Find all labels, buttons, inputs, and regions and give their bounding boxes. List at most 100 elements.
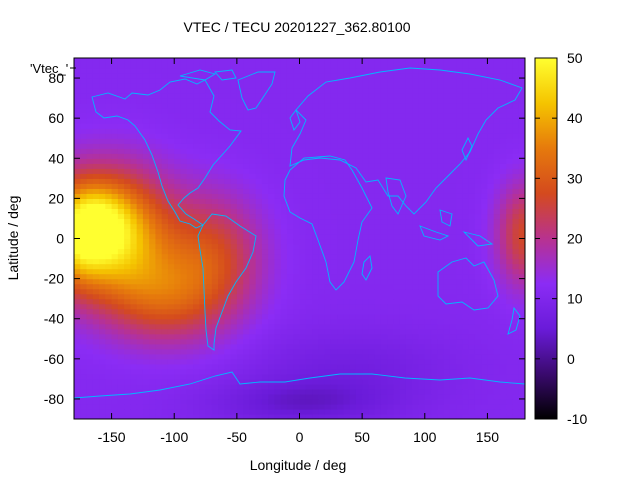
heatmap-cell (443, 328, 451, 335)
heatmap-cell (80, 268, 88, 275)
heatmap-cell (280, 363, 288, 370)
heatmap-cell (268, 73, 276, 79)
heatmap-cell (136, 243, 144, 250)
heatmap-cell (437, 108, 445, 114)
heatmap-cell (380, 173, 388, 179)
heatmap-cell (393, 413, 401, 419)
heatmap-cell (506, 333, 514, 340)
heatmap-cell (180, 268, 188, 275)
heatmap-cell (105, 143, 113, 149)
heatmap-cell (199, 168, 207, 174)
heatmap-cell (117, 313, 125, 320)
heatmap-cell (80, 378, 88, 385)
heatmap-cell (337, 73, 344, 79)
heatmap-cell (243, 373, 250, 380)
heatmap-cell (518, 378, 525, 385)
heatmap-cell (512, 383, 520, 390)
heatmap-cell (161, 293, 169, 300)
heatmap-cell (418, 318, 426, 325)
heatmap-cell (337, 373, 344, 380)
heatmap-cell (462, 218, 470, 225)
heatmap-cell (211, 123, 219, 129)
heatmap-cell (343, 193, 351, 199)
heatmap-cell (468, 148, 476, 154)
heatmap-cell (218, 388, 225, 395)
heatmap-cell (199, 163, 207, 169)
heatmap-cell (380, 298, 388, 305)
heatmap-cell (86, 308, 94, 315)
heatmap-cell (74, 128, 81, 134)
heatmap-cell (330, 338, 338, 345)
heatmap-cell (111, 78, 119, 84)
heatmap-cell (105, 163, 113, 169)
heatmap-cell (117, 383, 125, 390)
heatmap-cell (481, 388, 489, 395)
heatmap-cell (224, 313, 232, 320)
heatmap-cell (180, 283, 188, 290)
heatmap-cell (299, 283, 307, 290)
heatmap-cell (136, 258, 144, 265)
heatmap-cell (368, 368, 376, 375)
heatmap-cell (193, 243, 200, 250)
heatmap-cell (456, 163, 463, 169)
heatmap-cell (74, 88, 81, 94)
heatmap-cell (305, 158, 313, 164)
heatmap-cell (418, 393, 426, 400)
heatmap-cell (474, 113, 482, 119)
heatmap-cell (180, 93, 188, 99)
heatmap-cell (499, 358, 507, 365)
heatmap-cell (80, 228, 88, 235)
heatmap-cell (136, 328, 144, 335)
heatmap-cell (161, 363, 169, 370)
heatmap-cell (193, 103, 200, 109)
heatmap-cell (418, 373, 426, 380)
heatmap-cell (405, 313, 413, 320)
heatmap-cell (299, 403, 307, 410)
heatmap-cell (243, 288, 250, 295)
heatmap-cell (280, 393, 288, 400)
heatmap-cell (424, 163, 432, 169)
heatmap-cell (149, 128, 157, 134)
heatmap-cell (142, 363, 150, 370)
heatmap-cell (142, 348, 150, 355)
heatmap-cell (418, 358, 426, 365)
heatmap-cell (349, 173, 357, 179)
heatmap-cell (431, 373, 438, 380)
heatmap-cell (243, 148, 250, 154)
heatmap-cell (243, 93, 250, 99)
heatmap-cell (506, 183, 514, 189)
heatmap-cell (293, 138, 301, 144)
heatmap-cell (299, 253, 307, 260)
heatmap-cell (418, 338, 426, 345)
heatmap-cell (449, 213, 457, 220)
heatmap-cell (368, 73, 376, 79)
heatmap-cell (481, 143, 489, 149)
heatmap-cell (518, 118, 525, 124)
heatmap-cell (186, 383, 194, 390)
heatmap-cell (230, 93, 238, 99)
heatmap-cell (474, 333, 482, 340)
heatmap-cell (286, 208, 294, 215)
heatmap-cell (499, 278, 507, 285)
heatmap-cell (462, 88, 470, 94)
heatmap-cell (255, 108, 263, 114)
heatmap-cell (518, 173, 525, 179)
heatmap-cell (468, 288, 476, 295)
heatmap-cell (111, 308, 119, 315)
heatmap-cell (405, 183, 413, 189)
heatmap-cell (337, 358, 344, 365)
heatmap-cell (512, 233, 520, 240)
heatmap-cell (243, 163, 250, 169)
heatmap-cell (99, 288, 106, 295)
heatmap-cell (355, 153, 363, 159)
heatmap-cell (149, 143, 157, 149)
heatmap-cell (368, 363, 376, 370)
heatmap-cell (318, 388, 326, 395)
heatmap-cell (111, 88, 119, 94)
heatmap-cell (318, 343, 326, 350)
heatmap-cell (249, 318, 257, 325)
heatmap-cell (374, 403, 382, 410)
heatmap-cell (268, 168, 276, 174)
heatmap-cell (355, 243, 363, 250)
heatmap-cell (380, 403, 388, 410)
